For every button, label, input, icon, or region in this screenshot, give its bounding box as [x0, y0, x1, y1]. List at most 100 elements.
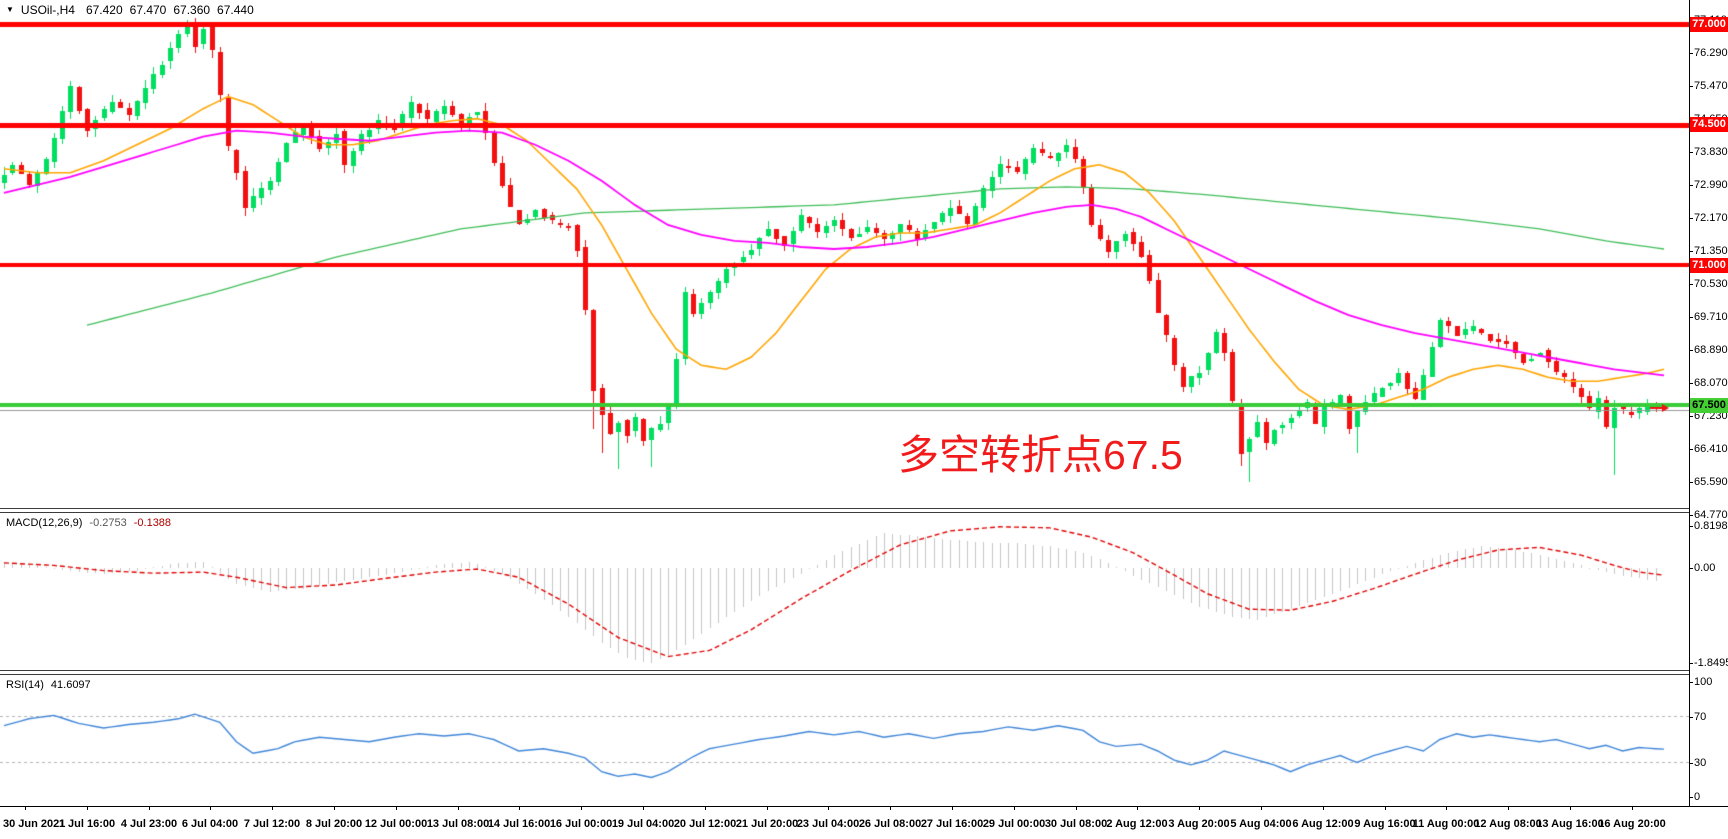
- time-tick-label: 16 Jul 00:00: [549, 818, 613, 830]
- rsi-chart-canvas[interactable]: [0, 675, 1689, 806]
- time-tick-label: 6 Jul 04:00: [181, 818, 239, 830]
- time-tick-mark: [396, 806, 397, 810]
- rsi-tick-mark: [1689, 763, 1693, 764]
- time-tick-label: 12 Aug 08:00: [1474, 818, 1542, 830]
- price-tick-label: 72.170: [1694, 212, 1728, 224]
- price-tick-label: 75.470: [1694, 80, 1728, 92]
- time-tick-label: 16 Aug 20:00: [1598, 818, 1666, 830]
- macd-tick-mark: [1689, 526, 1693, 527]
- time-tick-mark: [519, 806, 520, 810]
- price-tick-mark: [1689, 482, 1693, 483]
- annotation-text: 多空转折点67.5: [898, 432, 1183, 478]
- time-tick-label: 12 Jul 00:00: [364, 818, 428, 830]
- time-tick-label: 26 Jul 08:00: [858, 818, 922, 830]
- time-tick-mark: [458, 806, 459, 810]
- price-tick-label: 69.710: [1694, 311, 1728, 323]
- price-tick-label: 68.890: [1694, 344, 1728, 356]
- price-tick-label: 72.990: [1694, 179, 1728, 191]
- price-tick-mark: [1689, 152, 1693, 153]
- chart-title: ▼ USOil-,H4 67.420 67.470 67.360 67.440: [6, 3, 254, 17]
- rsi-tick-label: 0: [1694, 791, 1701, 803]
- price-tick-mark: [1689, 218, 1693, 219]
- rsi-value: 41.6097: [50, 679, 91, 691]
- macd-indicator-label: MACD(12,26,9) -0.2753 -0.1388: [6, 517, 171, 529]
- time-tick-label: 30 Jun 2021: [3, 818, 66, 830]
- price-tick-label: 65.590: [1694, 476, 1728, 488]
- quote-high: 67.470: [129, 3, 167, 17]
- price-tick-label: 71.350: [1694, 245, 1728, 257]
- price-tick-mark: [1689, 251, 1693, 252]
- time-tick-mark: [1508, 806, 1509, 810]
- time-tick-label: 13 Aug 16:00: [1536, 818, 1604, 830]
- time-tick-label: 29 Jul 00:00: [982, 818, 1046, 830]
- time-tick-label: 9 Aug 16:00: [1354, 818, 1416, 830]
- quote-low: 67.360: [173, 3, 211, 17]
- price-tick-label: 64.770: [1694, 509, 1728, 521]
- macd-tick-label: 0.8198: [1694, 520, 1728, 532]
- time-tick-mark: [1137, 806, 1138, 810]
- time-tick-label: 4 Jul 23:00: [120, 818, 178, 830]
- panel-separator-rsi[interactable]: [0, 670, 1689, 675]
- time-tick-mark: [334, 806, 335, 810]
- price-axis-line: [1689, 0, 1690, 806]
- price-tick-mark: [1689, 515, 1693, 516]
- macd-tick-label: 0.00: [1694, 562, 1716, 574]
- rsi-tick-mark: [1689, 717, 1693, 718]
- time-tick-label: 13 Jul 08:00: [426, 818, 490, 830]
- price-level-badge: 74.500: [1690, 117, 1728, 132]
- time-tick-mark: [1385, 806, 1386, 810]
- price-level-badge: 67.500: [1690, 398, 1728, 413]
- macd-name: MACD(12,26,9): [6, 517, 83, 529]
- price-tick-label: 67.230: [1694, 410, 1728, 422]
- time-tick-label: 2 Aug 12:00: [1106, 818, 1168, 830]
- price-level-badge: 77.000: [1690, 17, 1728, 32]
- price-tick-label: 76.290: [1694, 47, 1728, 59]
- price-tick-mark: [1689, 416, 1693, 417]
- rsi-indicator-label: RSI(14) 41.6097: [6, 679, 91, 691]
- macd-tick-mark: [1689, 568, 1693, 569]
- time-tick-mark: [210, 806, 211, 810]
- rsi-tick-label: 30: [1694, 757, 1707, 769]
- time-tick-mark: [767, 806, 768, 810]
- macd-chart-canvas[interactable]: [0, 513, 1689, 670]
- time-tick-mark: [1323, 806, 1324, 810]
- price-tick-label: 66.410: [1694, 443, 1728, 455]
- time-tick-label: 21 Jul 20:00: [735, 818, 799, 830]
- time-tick-mark: [1446, 806, 1447, 810]
- time-tick-mark: [828, 806, 829, 810]
- quote-open: 67.420: [85, 3, 123, 17]
- macd-tick-label: -1.8495: [1694, 657, 1728, 669]
- time-tick-mark: [272, 806, 273, 810]
- macd-main-value: -0.2753: [89, 517, 127, 529]
- symbol-dropdown-icon[interactable]: ▼: [6, 5, 14, 14]
- macd-signal-value: -0.1388: [133, 517, 172, 529]
- price-tick-label: 70.530: [1694, 278, 1728, 290]
- time-tick-mark: [1199, 806, 1200, 810]
- price-tick-mark: [1689, 350, 1693, 351]
- time-tick-label: 23 Jul 04:00: [796, 818, 860, 830]
- time-tick-label: 11 Aug 00:00: [1412, 818, 1480, 830]
- time-tick-mark: [705, 806, 706, 810]
- panel-separator-macd[interactable]: [0, 508, 1689, 513]
- time-tick-mark: [1261, 806, 1262, 810]
- time-tick-mark: [149, 806, 150, 810]
- price-chart-canvas[interactable]: [0, 0, 1689, 508]
- time-tick-label: 14 Jul 16:00: [487, 818, 551, 830]
- price-tick-mark: [1689, 317, 1693, 318]
- price-tick-mark: [1689, 53, 1693, 54]
- rsi-tick-label: 70: [1694, 711, 1707, 723]
- rsi-tick-mark: [1689, 797, 1693, 798]
- time-tick-mark: [25, 806, 26, 810]
- time-tick-label: 3 Aug 20:00: [1168, 818, 1230, 830]
- macd-tick-mark: [1689, 663, 1693, 664]
- rsi-tick-label: 100: [1694, 676, 1713, 688]
- time-tick-label: 1 Jul 16:00: [58, 818, 116, 830]
- time-tick-label: 6 Aug 12:00: [1292, 818, 1354, 830]
- symbol-period-label: USOil-,H4: [20, 3, 75, 17]
- time-tick-label: 5 Aug 04:00: [1230, 818, 1292, 830]
- time-axis-line: [0, 806, 1728, 807]
- time-tick-label: 20 Jul 12:00: [673, 818, 737, 830]
- time-tick-label: 19 Jul 04:00: [611, 818, 675, 830]
- time-tick-mark: [952, 806, 953, 810]
